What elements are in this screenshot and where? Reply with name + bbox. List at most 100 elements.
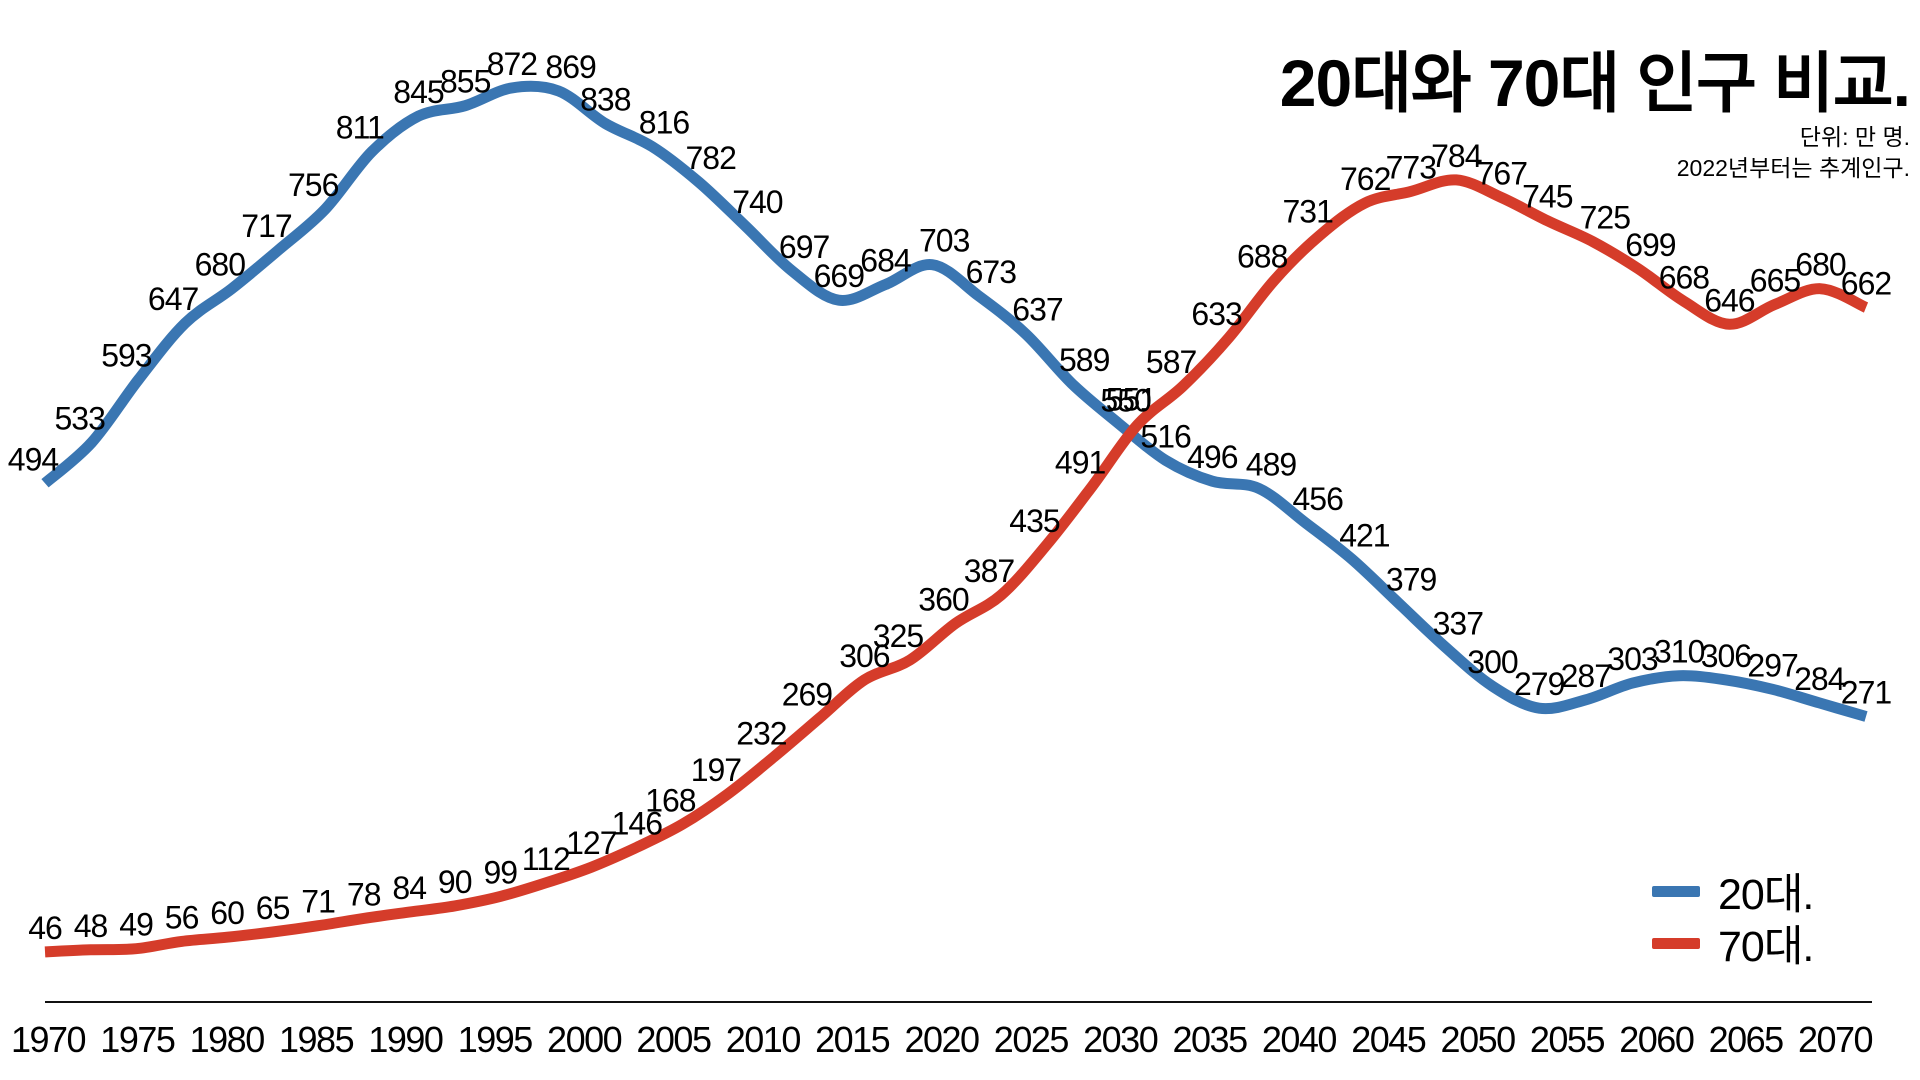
- x-axis-tick-label: 2040: [1262, 1019, 1337, 1060]
- x-axis-tick-label: 1990: [368, 1019, 443, 1060]
- value-label: 197: [691, 752, 742, 788]
- series-line-70dae: [44, 174, 1869, 958]
- value-label: 550: [1100, 383, 1151, 419]
- legend-item-70dae: 70대.: [1652, 918, 1814, 971]
- x-axis-tick-label: 2000: [547, 1019, 622, 1060]
- value-label: 703: [919, 223, 970, 259]
- value-label: 699: [1625, 227, 1676, 263]
- value-label: 673: [966, 254, 1017, 290]
- value-label: 740: [732, 184, 783, 220]
- value-label: 297: [1747, 647, 1798, 683]
- series-line-20dae: [41, 80, 1868, 722]
- legend: 20대. 70대.: [1652, 866, 1814, 971]
- value-label: 232: [736, 715, 787, 751]
- x-axis-tick-label: 2015: [815, 1019, 890, 1060]
- x-axis-tick-labels: 1970 1975 1980 1985 1990 1995 2000 2005 2010 2015…: [11, 1019, 1874, 1060]
- x-axis-tick-label: 1975: [100, 1019, 175, 1060]
- value-label: 49: [119, 907, 153, 943]
- value-label: 306: [1701, 638, 1752, 674]
- value-label: 731: [1283, 193, 1334, 229]
- value-label: 84: [392, 870, 426, 906]
- value-label: 697: [779, 229, 830, 265]
- x-axis-tick-label: 2025: [994, 1019, 1069, 1060]
- value-label: 279: [1514, 666, 1565, 702]
- x-axis-tick-label: 1995: [458, 1019, 533, 1060]
- value-label: 360: [918, 581, 969, 617]
- x-axis-tick-label: 2005: [636, 1019, 711, 1060]
- value-label: 855: [440, 64, 491, 100]
- value-label: 306: [839, 638, 890, 674]
- value-label: 56: [165, 899, 199, 935]
- x-axis-tick-label: 2045: [1351, 1019, 1426, 1060]
- value-label: 516: [1140, 418, 1191, 454]
- legend-label-70dae: 70대.: [1718, 923, 1814, 971]
- value-label: 287: [1561, 658, 1612, 694]
- value-label: 647: [148, 281, 199, 317]
- value-label: 665: [1750, 262, 1801, 298]
- value-label: 589: [1059, 342, 1110, 378]
- value-label: 872: [487, 46, 538, 82]
- x-axis-tick-label: 2065: [1709, 1019, 1784, 1060]
- value-label: 533: [55, 401, 106, 437]
- value-label: 587: [1146, 344, 1197, 380]
- value-label: 782: [686, 140, 737, 176]
- value-label: 46: [28, 910, 62, 946]
- value-label: 717: [241, 208, 292, 244]
- x-axis-tick-label: 2020: [904, 1019, 979, 1060]
- legend-swatch-70dae-icon: [1652, 937, 1700, 949]
- x-axis-tick-label: 2035: [1173, 1019, 1248, 1060]
- value-label: 491: [1055, 444, 1106, 480]
- page-title: 20대와 70대 인구 비교.: [1279, 46, 1911, 120]
- value-label: 303: [1607, 641, 1658, 677]
- value-label: 669: [814, 258, 865, 294]
- x-axis-tick-label: 2060: [1619, 1019, 1694, 1060]
- value-labels-70dae: 46 48 49 56 60 65 71 78 84 90 99 112127146168197232…: [28, 138, 1892, 946]
- value-label: 146: [612, 805, 663, 841]
- value-label: 78: [347, 876, 381, 912]
- x-axis-tick-label: 1980: [190, 1019, 265, 1060]
- value-label: 762: [1340, 161, 1391, 197]
- value-label: 168: [645, 782, 696, 818]
- value-label: 271: [1841, 675, 1892, 711]
- x-axis-tick-label: 2030: [1083, 1019, 1158, 1060]
- value-label: 494: [8, 441, 59, 477]
- value-label: 756: [288, 167, 339, 203]
- value-label: 680: [1795, 247, 1846, 283]
- value-label: 456: [1293, 481, 1344, 517]
- value-label: 99: [484, 854, 518, 890]
- unit-note: 단위: 만 명.: [1799, 124, 1910, 150]
- value-label: 680: [195, 247, 246, 283]
- value-label: 496: [1187, 439, 1238, 475]
- value-label: 593: [101, 338, 152, 374]
- value-label: 112: [522, 841, 570, 877]
- value-label: 90: [438, 864, 472, 900]
- value-label: 869: [545, 49, 596, 85]
- value-label: 838: [580, 82, 631, 118]
- value-label: 337: [1433, 606, 1484, 642]
- value-label: 668: [1659, 259, 1710, 295]
- value-label: 387: [964, 553, 1015, 589]
- x-axis-tick-label: 1985: [279, 1019, 354, 1060]
- value-label: 310: [1654, 634, 1705, 670]
- value-label: 489: [1246, 447, 1297, 483]
- value-label: 725: [1580, 200, 1631, 236]
- value-label: 811: [336, 110, 384, 146]
- value-label: 269: [782, 677, 833, 713]
- value-label: 60: [210, 895, 244, 931]
- value-label: 48: [74, 908, 108, 944]
- value-label: 816: [639, 105, 690, 141]
- value-label: 767: [1477, 156, 1528, 192]
- projection-note: 2022년부터는 추계인구.: [1676, 155, 1910, 181]
- legend-swatch-20dae-icon: [1652, 885, 1700, 897]
- value-label: 127: [566, 825, 617, 861]
- value-label: 662: [1841, 266, 1892, 302]
- x-axis-tick-label: 2050: [1441, 1019, 1516, 1060]
- x-axis-tick-label: 2070: [1798, 1019, 1873, 1060]
- x-axis-tick-label: 2010: [726, 1019, 801, 1060]
- value-label: 688: [1237, 238, 1288, 274]
- value-label: 773: [1386, 149, 1437, 185]
- value-label: 745: [1522, 179, 1573, 215]
